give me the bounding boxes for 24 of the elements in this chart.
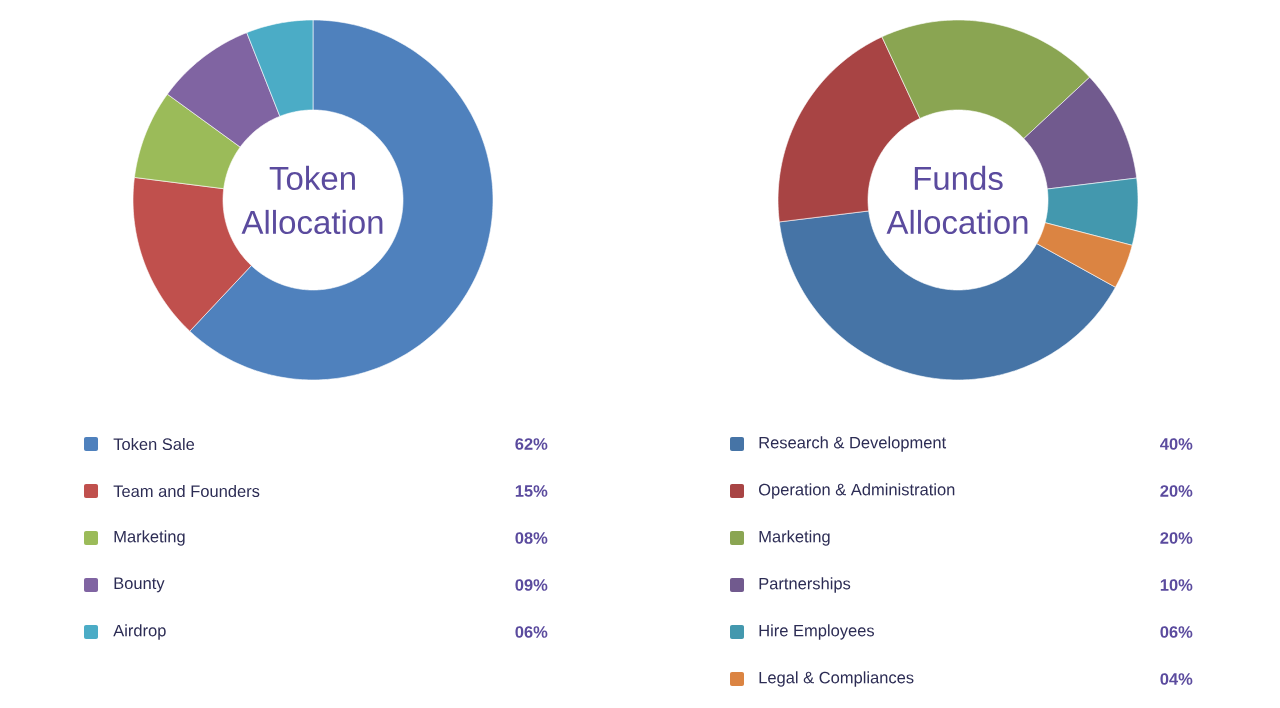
legend-label: Operation & Administration [758,483,955,499]
text: Token Allocation [241,165,383,235]
data-label: 20% [1160,532,1193,544]
legend-label: Token Sale [113,437,195,451]
legend-label: Hire Employees [759,624,875,640]
data-label: 06% [1160,626,1193,638]
data-label: 15% [515,485,548,497]
legend-label: Airdrop [113,624,166,640]
data-label: 10% [1160,579,1193,591]
legend-label: Marketing [759,530,830,546]
legend-label: Team and Founders [113,484,260,498]
legend-label: Research & Development [759,436,947,452]
data-label: 20% [1160,485,1193,497]
data-label: 62% [515,438,548,450]
data-label: 04% [1160,673,1193,685]
legend-label: Bounty [114,577,165,593]
legend-label: Partnerships [759,577,851,593]
data-label: 08% [515,532,548,544]
legend-label: Marketing [114,530,185,546]
data-label: 40% [1160,438,1193,450]
data-label: 09% [515,579,548,591]
data-label: 06% [515,626,548,638]
text: Funds Allocation [886,165,1028,235]
legend-label: Legal & Compliances [759,671,914,687]
